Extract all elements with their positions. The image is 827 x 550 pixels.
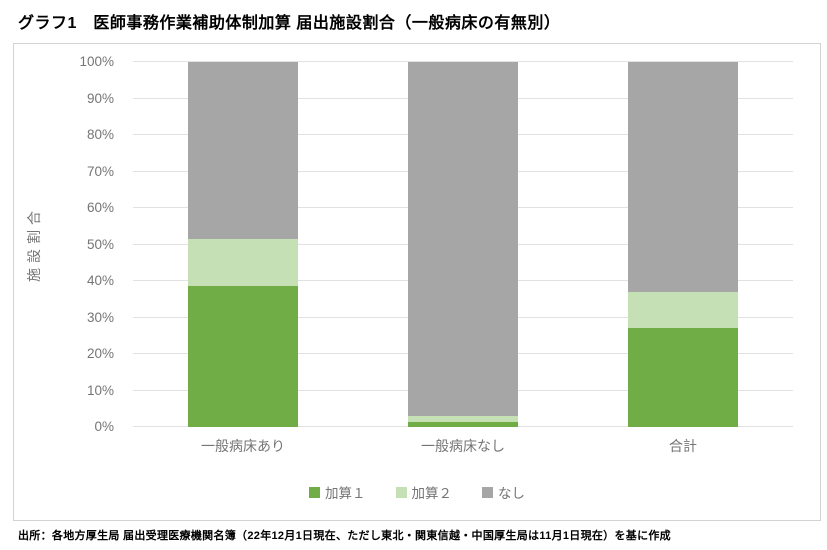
bar-segment <box>628 328 738 427</box>
legend-label: 加算１ <box>325 486 366 501</box>
x-tick-label: 一般病床あり <box>201 438 285 454</box>
x-axis-labels: 一般病床あり 一般病床なし 合計 <box>133 436 793 456</box>
chart-title: グラフ1 医師事務作業補助体制加算 届出施設割合（一般病床の有無別） <box>18 15 561 32</box>
y-tick-label: 30% <box>86 309 114 325</box>
bar-segment <box>408 421 518 427</box>
y-tick-label: 80% <box>86 127 114 142</box>
y-tick-label: 50% <box>86 236 114 252</box>
legend-item: なし <box>482 482 525 502</box>
y-tick-label: 100% <box>79 54 114 69</box>
bar-segment <box>408 416 518 422</box>
y-tick-label: 60% <box>86 200 114 215</box>
x-tick-label: 合計 <box>669 438 697 454</box>
y-axis-labels: 0% 10% 20% 30% 40% 50% 60% 70% 80% 90% 100% <box>14 54 120 434</box>
legend-label: 加算２ <box>411 486 453 501</box>
bar-segment <box>188 62 298 240</box>
legend-swatch-icon <box>482 486 493 498</box>
y-tick-label: 10% <box>86 382 114 398</box>
legend-swatch-icon <box>395 486 407 498</box>
legend: 加算１ 加算２ なし <box>14 482 820 502</box>
y-tick-label: 90% <box>86 90 114 106</box>
legend-item: 加算２ <box>395 482 453 502</box>
chart-box: 施設割合 0% 10% 20% 30% 40% 50% 60% 70% 80% 90% 100% 一… <box>13 43 821 521</box>
bar-column <box>188 62 298 427</box>
legend-item: 加算１ <box>309 482 366 502</box>
x-tick-label: 一般病床なし <box>421 438 505 454</box>
gridline <box>133 61 793 62</box>
y-tick-label: 20% <box>86 346 114 361</box>
bar-segment <box>628 291 738 329</box>
y-tick-label: 70% <box>86 163 114 179</box>
bar-segment <box>628 62 738 292</box>
y-tick-label: 40% <box>86 273 114 288</box>
bar-column <box>408 62 518 427</box>
y-tick-label: 0% <box>94 419 114 434</box>
bar-column <box>628 62 738 427</box>
source-note: 出所：各地方厚生局 届出受理医療機関名簿（22年12月1日現在、ただし東北・関東… <box>18 530 671 542</box>
legend-label: なし <box>498 486 525 501</box>
plot-area <box>133 61 793 427</box>
bar-segment <box>188 239 298 287</box>
legend-swatch-icon <box>309 486 320 498</box>
bar-segment <box>408 62 518 417</box>
bar-segment <box>188 286 298 427</box>
